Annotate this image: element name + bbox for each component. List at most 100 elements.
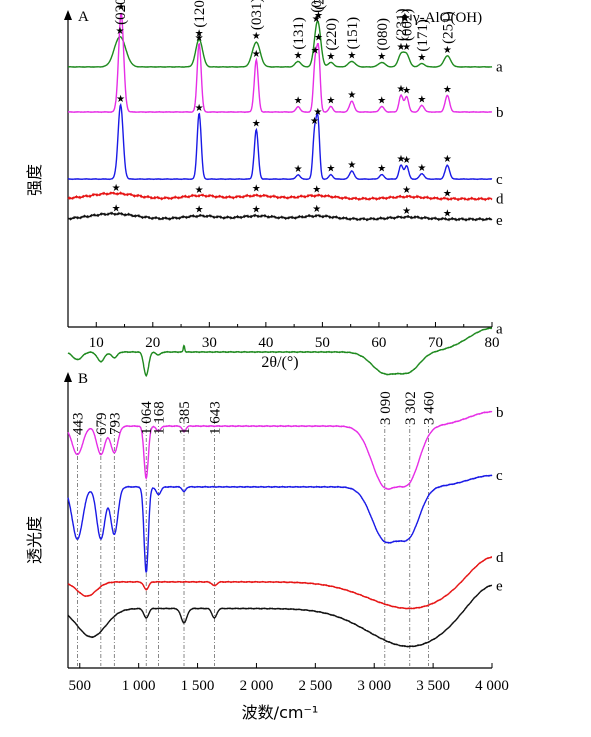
peak-star: ★ <box>402 155 411 166</box>
panel-a-xrd: 10 20 30 40 50 60 70 80 A 2θ/(°) 强度 ★ γ-AlO(OH) a b cde… <box>25 0 504 371</box>
peak-star: ★ <box>311 45 320 56</box>
peak-star: ★ <box>310 116 319 127</box>
peak-label-a: (220) <box>324 18 340 51</box>
peak-star: ★ <box>313 107 322 118</box>
peak-star: ★ <box>195 185 204 196</box>
peak-star: ★ <box>402 206 411 217</box>
peak-star: ★ <box>347 160 356 171</box>
x-tick-label-b: 1 500 <box>181 678 215 694</box>
legend-star-a: ★ <box>399 10 411 25</box>
peak-star: ★ <box>347 50 356 61</box>
peak-label-a: (251) <box>440 11 456 44</box>
x-tick-label-b: 2 000 <box>240 678 274 694</box>
peak-label-a: (131) <box>291 17 307 50</box>
x-tick-label-a: 80 <box>485 335 500 351</box>
band-label-b: 3 090 <box>378 391 394 425</box>
peak-star: ★ <box>312 204 321 215</box>
peak-star: ★ <box>252 119 261 130</box>
peak-star: ★ <box>417 163 426 174</box>
curve-label-d: d <box>496 191 504 207</box>
panel-b-ftir: 500 1 000 1 500 2 000 2 500 3 000 3 500 4 000 B 波… <box>25 321 509 722</box>
peak-star: ★ <box>377 164 386 175</box>
peak-label-a: (171) <box>415 19 431 52</box>
x-tick-label-a: 60 <box>371 335 386 351</box>
peak-label-a: (002) <box>400 9 416 42</box>
peak-star: ★ <box>443 154 452 165</box>
xrd-curve-b <box>67 12 492 114</box>
peak-label-a: (080) <box>375 18 391 51</box>
y-axis-arrow-b <box>64 372 72 382</box>
curve-label-e: e <box>496 578 503 594</box>
peak-star: ★ <box>402 42 411 53</box>
curve-label-b: b <box>496 405 504 421</box>
peak-star: ★ <box>443 45 452 56</box>
peak-star: ★ <box>195 33 204 44</box>
peak-star: ★ <box>443 84 452 95</box>
y-axis-title-b: 透光度 <box>25 516 44 564</box>
peak-star: ★ <box>112 204 121 215</box>
band-label-b: 679 <box>94 413 110 436</box>
curve-label-b: b <box>496 105 504 121</box>
peak-star: ★ <box>312 184 321 195</box>
peak-label-a: (151) <box>345 17 361 50</box>
band-label-b: 1 643 <box>207 401 223 435</box>
x-axis-title-a: 2θ/(°) <box>261 354 298 371</box>
x-tick-label-a: 10 <box>89 335 104 351</box>
peak-star: ★ <box>294 96 303 107</box>
x-tick-label-b: 2 500 <box>298 678 332 694</box>
peak-star: ★ <box>402 185 411 196</box>
peak-star: ★ <box>347 90 356 101</box>
peak-star: ★ <box>252 184 261 195</box>
band-label-b: 3 460 <box>421 391 437 425</box>
peak-star: ★ <box>402 85 411 96</box>
band-label-b: 3 302 <box>403 391 419 425</box>
curve-label-a: a <box>496 321 503 337</box>
ftir-curve-c <box>67 474 493 573</box>
peak-star: ★ <box>396 84 405 95</box>
peak-label-a: (051) <box>309 0 325 13</box>
peak-star: ★ <box>195 29 204 40</box>
legend-label-a: γ-AlO(OH) <box>412 10 482 26</box>
panel-label-a: A <box>78 9 89 25</box>
peak-star: ★ <box>294 164 303 175</box>
curve-label-c: c <box>496 172 503 188</box>
peak-label-a: (020) <box>113 0 129 25</box>
curve-label-e: e <box>496 213 503 229</box>
x-tick-label-b: 3 500 <box>416 678 450 694</box>
peak-star: ★ <box>117 2 126 13</box>
curve-label-d: d <box>496 550 504 566</box>
peak-star: ★ <box>294 51 303 62</box>
x-tick-label-b: 1 000 <box>122 678 156 694</box>
peak-star: ★ <box>443 209 452 220</box>
peak-star: ★ <box>326 164 335 175</box>
xrd-curve-e <box>67 211 493 222</box>
peak-star: ★ <box>195 204 204 215</box>
band-label-b: 1 385 <box>177 401 193 435</box>
peak-label-a: (031) <box>249 0 265 30</box>
band-label-b: 1 168 <box>151 401 167 435</box>
peak-label-a: (120) <box>192 0 208 28</box>
peak-star: ★ <box>112 183 121 194</box>
peak-star: ★ <box>312 14 321 25</box>
ftir-curve-d <box>67 556 493 610</box>
peak-star: ★ <box>417 94 426 105</box>
xrd-curve-d <box>67 191 493 202</box>
band-label-b: 443 <box>70 413 86 436</box>
peak-star: ★ <box>396 154 405 165</box>
x-tick-label-a: 70 <box>428 335 443 351</box>
x-tick-label-a: 50 <box>315 335 330 351</box>
peak-label-a: (231) <box>394 9 410 42</box>
peak-star: ★ <box>326 95 335 106</box>
ftir-curve-e <box>67 584 493 648</box>
curve-label-a: a <box>496 60 503 76</box>
x-tick-label-a: 40 <box>258 335 273 351</box>
x-tick-label-b: 3 000 <box>357 678 391 694</box>
peak-star: ★ <box>326 51 335 62</box>
peak-star: ★ <box>252 205 261 216</box>
x-axis-title-b: 波数/cm⁻¹ <box>242 703 319 722</box>
peak-label-a: (200) <box>311 0 327 10</box>
x-tick-label-a: 20 <box>145 335 160 351</box>
curve-label-c: c <box>496 468 503 484</box>
peak-star: ★ <box>195 103 204 114</box>
